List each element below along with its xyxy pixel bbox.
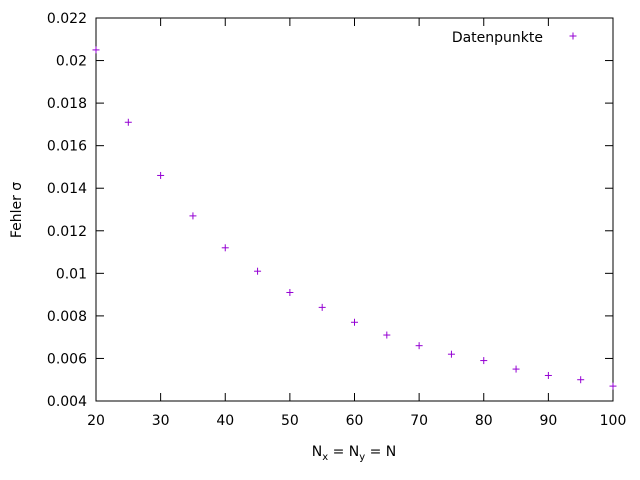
- data-point: [544, 371, 552, 379]
- x-tick-label: 30: [152, 413, 170, 429]
- data-point: [577, 376, 585, 384]
- x-axis-label-n1: N: [312, 444, 322, 460]
- x-axis-label-eq1: = N: [328, 444, 359, 460]
- y-tick-label: 0.022: [47, 11, 87, 27]
- data-point: [512, 365, 520, 373]
- legend-label: Datenpunkte: [452, 30, 543, 46]
- plot-frame: [95, 17, 614, 402]
- x-axis-label: Nx = Ny = N: [312, 444, 397, 463]
- plot-border: [95, 17, 614, 402]
- y-tick-label: 0.016: [47, 139, 87, 155]
- y-tick-label: 0.008: [47, 309, 87, 325]
- data-point: [480, 357, 488, 365]
- x-tick-label: 90: [539, 413, 557, 429]
- y-tick-label: 0.018: [47, 96, 87, 112]
- data-points: [92, 46, 617, 390]
- y-tick-label: 0.02: [56, 54, 87, 70]
- data-point: [221, 244, 229, 252]
- data-point: [92, 46, 100, 54]
- legend: Datenpunkte: [452, 30, 577, 46]
- x-tick-label: 70: [410, 413, 428, 429]
- data-point: [286, 288, 294, 296]
- data-point: [447, 350, 455, 358]
- data-point: [351, 318, 358, 326]
- x-tick-label: 100: [600, 413, 627, 429]
- x-tick-label: 20: [87, 413, 105, 429]
- y-axis-label: Fehler σ: [9, 182, 25, 238]
- x-tick-label: 40: [216, 413, 234, 429]
- x-tick-label: 60: [346, 413, 364, 429]
- data-point: [318, 303, 326, 311]
- data-point: [383, 331, 391, 339]
- data-point: [254, 267, 262, 275]
- legend-marker: [569, 32, 577, 40]
- x-tick-label: 50: [281, 413, 299, 429]
- y-tick-label: 0.01: [56, 266, 87, 282]
- y-tick-labels: 0.004 0.006 0.008 0.01 0.012 0.014 0.016 0.018 0…: [47, 11, 87, 410]
- data-point: [609, 382, 617, 390]
- x-axis-label-sub-x: x: [322, 452, 328, 463]
- y-tick-label: 0.014: [47, 181, 87, 197]
- x-tick-labels: 20 30 40 50 60 70 80 90 100: [87, 413, 626, 429]
- data-point: [415, 342, 423, 350]
- x-axis-label-eq2: = N: [365, 444, 396, 460]
- y-tick-label: 0.006: [47, 351, 87, 367]
- y-tick-label: 0.012: [47, 224, 87, 240]
- y-tick-label: 0.004: [47, 394, 87, 410]
- data-point: [157, 171, 165, 179]
- data-point: [124, 118, 132, 126]
- data-point: [189, 212, 197, 220]
- x-tick-label: 80: [475, 413, 493, 429]
- axis-ticks: [95, 17, 614, 402]
- x-axis-label-sub-y: y: [359, 452, 365, 463]
